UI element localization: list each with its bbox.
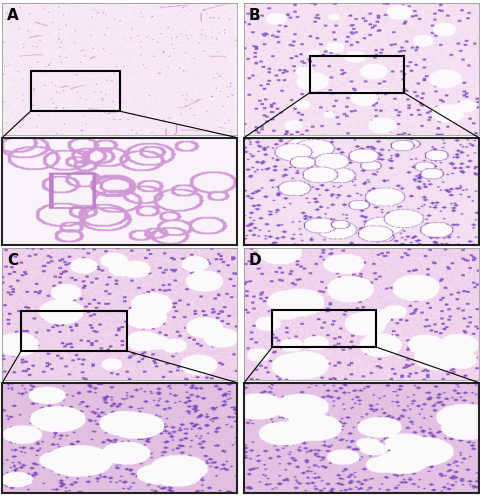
Bar: [30, 72, 119, 111]
Text: B: B: [249, 8, 260, 23]
Bar: [309, 56, 403, 92]
Text: C: C: [7, 253, 18, 268]
Bar: [272, 310, 375, 347]
Text: D: D: [249, 253, 261, 268]
Bar: [21, 311, 126, 351]
Text: A: A: [7, 8, 19, 23]
